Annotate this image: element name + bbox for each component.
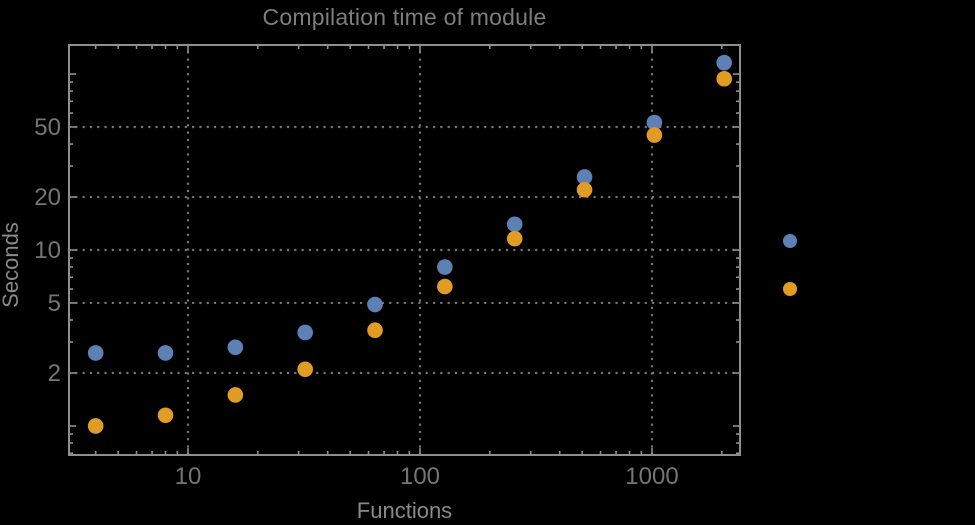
data-point-series-1-x4 xyxy=(87,345,104,361)
data-point-series-1-x1024 xyxy=(646,114,663,131)
data-point-series-1-x256 xyxy=(506,216,523,233)
y-tick-label-10: 10 xyxy=(34,237,61,264)
data-point-series-1-x32 xyxy=(297,324,313,341)
data-point-series-1-x128 xyxy=(437,259,453,275)
y-tick-label-20: 20 xyxy=(34,184,61,211)
legend-marker-series-1 xyxy=(783,234,797,248)
x-tick-label-100: 100 xyxy=(400,463,440,490)
x-tick-label-10: 10 xyxy=(175,463,202,490)
data-point-series-2-x32 xyxy=(297,361,313,378)
data-point-series-2-x512 xyxy=(576,181,593,198)
data-point-series-2-x64 xyxy=(367,322,383,339)
data-point-series-2-x4 xyxy=(87,418,104,434)
data-point-series-2-x2048 xyxy=(716,70,733,87)
legend-marker-series-2 xyxy=(783,282,797,296)
x-axis-label: Functions xyxy=(356,498,453,523)
data-point-series-1-x64 xyxy=(367,296,383,313)
y-tick-label-2: 2 xyxy=(48,360,61,387)
data-point-series-2-x16 xyxy=(227,387,244,403)
data-point-series-1-x8 xyxy=(157,345,174,361)
data-point-series-2-x128 xyxy=(437,278,453,295)
data-point-series-2-x256 xyxy=(506,230,523,247)
y-tick-label-50: 50 xyxy=(34,114,61,141)
y-axis-label: Seconds xyxy=(0,222,23,308)
data-point-series-1-x2048 xyxy=(716,54,733,71)
data-point-series-1-x16 xyxy=(227,339,244,356)
data-point-series-2-x8 xyxy=(157,407,174,424)
y-tick-label-5: 5 xyxy=(48,290,61,317)
data-point-series-1-x512 xyxy=(576,169,593,185)
x-tick-label-1000: 1000 xyxy=(625,463,678,490)
data-point-series-2-x1024 xyxy=(646,127,663,143)
chart-title: Compilation time of module xyxy=(262,4,547,30)
